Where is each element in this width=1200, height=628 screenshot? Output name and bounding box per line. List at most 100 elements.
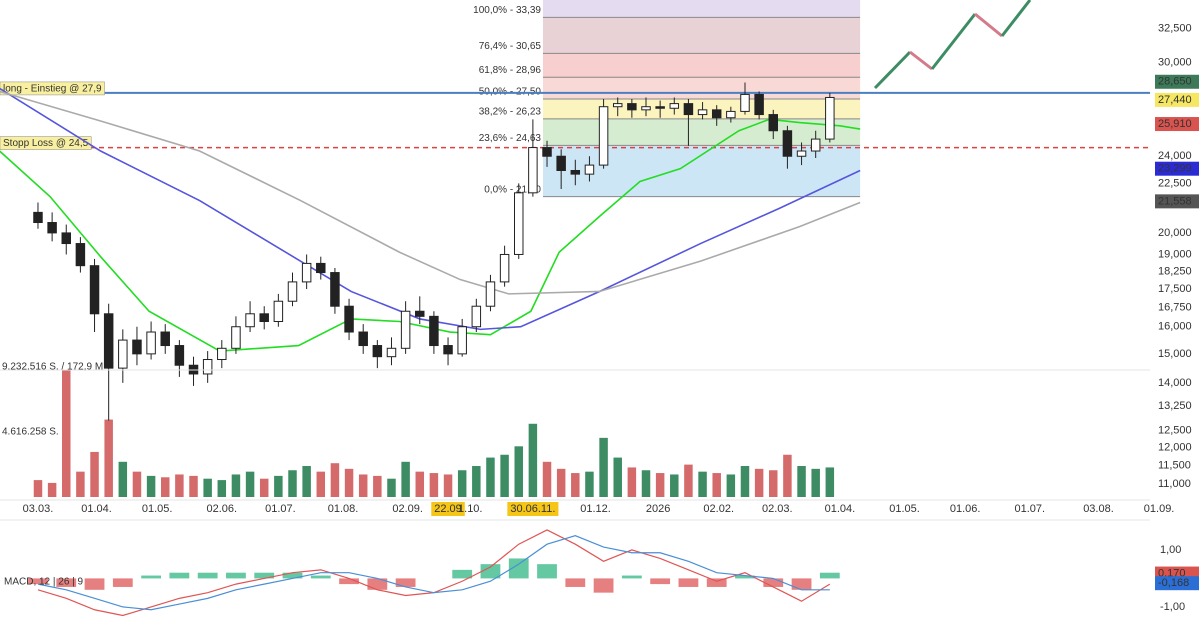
volume-bar (146, 475, 156, 497)
volume-bar (160, 477, 170, 497)
fib-band (542, 98, 861, 119)
volume-scale-label: 9.232.516 S. / 172,9 M (2, 362, 103, 373)
candle-body (584, 164, 595, 175)
volume-bar (373, 475, 382, 497)
candle-body (740, 93, 750, 112)
volume-pane: 4.616.258 S. 9.232.516 S. / 172,9 M (2, 362, 835, 497)
price-badge: 23,299 (1158, 163, 1192, 175)
volume-bar (754, 468, 764, 497)
moving-average (0, 87, 861, 331)
volume-bar (684, 464, 693, 497)
volume-bar (203, 478, 212, 497)
candle-body (132, 339, 142, 355)
y-tick-label: 13,250 (1158, 400, 1192, 412)
candle-body (61, 232, 71, 245)
macd-histogram (452, 569, 473, 579)
macd-histogram (197, 572, 218, 579)
x-tick-label: 01.05. (142, 503, 173, 515)
candle-body (514, 192, 524, 255)
projection-segment (930, 13, 977, 70)
y-tick-label: 19,000 (1158, 248, 1192, 260)
volume-bar (118, 461, 128, 497)
volume-bar (344, 468, 354, 497)
macd-histogram (508, 558, 529, 579)
x-tick-label: 02.09. (392, 503, 423, 515)
signal-line (37, 535, 830, 611)
volume-bar (599, 437, 608, 497)
price-badge: 21,558 (1158, 195, 1192, 207)
x-tick-label: 01.12. (580, 503, 611, 515)
macd-histogram (367, 578, 388, 590)
candle-body (202, 359, 213, 375)
y-tick-label: 30,000 (1158, 56, 1192, 68)
level-label: Stopp Loss @ 24,5 (3, 138, 89, 149)
x-tick-label: 02.03. (762, 503, 793, 515)
candle-body (33, 211, 43, 224)
volume-bar (443, 474, 453, 497)
volume-bar (486, 457, 495, 497)
x-tick-label: 01.06. (950, 503, 981, 515)
candle-body (287, 281, 298, 302)
volume-bar (740, 466, 750, 497)
macd-histogram (395, 578, 416, 587)
x-tick-label: 01.04. (81, 503, 112, 515)
candle-body (47, 222, 57, 234)
volume-bar (613, 457, 622, 497)
volume-bar (330, 463, 340, 497)
volume-bar (401, 461, 410, 497)
volume-bar (33, 480, 43, 497)
candle-body (231, 326, 241, 349)
x-tick-label: 01.08. (328, 503, 359, 515)
candle-body (372, 345, 383, 358)
x-tick-highlight (507, 502, 559, 516)
volume-bar (288, 470, 297, 497)
fib-label: 23,6% - 24,63 (479, 133, 542, 144)
candle-body (655, 106, 665, 109)
y-tick-label: 11,500 (1158, 459, 1191, 471)
x-tick-label: 02.02. (703, 503, 734, 515)
candle-body (796, 150, 807, 157)
candle-body (598, 106, 609, 166)
candle-body (217, 347, 227, 361)
candle-body (471, 305, 482, 328)
candle-body (711, 109, 722, 119)
x-tick-label: 01.04. (825, 503, 856, 515)
macd-histogram (339, 578, 359, 585)
level-label: long - Einstieg @ 27,9 (3, 84, 102, 95)
price-pane (33, 82, 835, 421)
macd-badge: -0,168 (1158, 577, 1189, 589)
macd-tick-label: 1,00 (1160, 544, 1181, 556)
macd-histogram (735, 575, 755, 579)
macd-histogram (763, 578, 784, 587)
fib-band (542, 77, 861, 99)
x-tick-label: 01.09. (1144, 503, 1175, 515)
y-tick-label: 17,500 (1158, 283, 1192, 295)
volume-bar (825, 467, 835, 497)
level-label-bg (0, 81, 105, 96)
candle-body (89, 265, 100, 315)
candle-body (160, 331, 170, 347)
x-tick-label: 2026 (646, 503, 670, 515)
candle-body (245, 313, 255, 328)
volume-bar (571, 473, 580, 497)
candle-body (641, 106, 651, 111)
volume-bar (698, 471, 707, 497)
x-tick-label: 01.07. (265, 503, 296, 515)
y-tick-label: 15,000 (1158, 348, 1192, 360)
candle-body (386, 347, 397, 358)
candle-body (782, 130, 793, 157)
macd-histogram (791, 578, 812, 590)
fib-label: 0,0% - 21,80 (484, 184, 541, 195)
volume-bar (783, 454, 792, 497)
macd-histogram (226, 572, 246, 579)
y-tick-label: 11,000 (1158, 478, 1191, 490)
price-badge: 27,440 (1158, 94, 1192, 106)
candle-body (627, 103, 637, 111)
volume-bar (641, 470, 651, 497)
volume-bar (655, 473, 665, 497)
candle-body (697, 109, 708, 116)
macd-histogram (141, 575, 161, 579)
candle-body (429, 315, 439, 347)
candle-body (810, 138, 821, 152)
volume-bar (528, 423, 538, 497)
